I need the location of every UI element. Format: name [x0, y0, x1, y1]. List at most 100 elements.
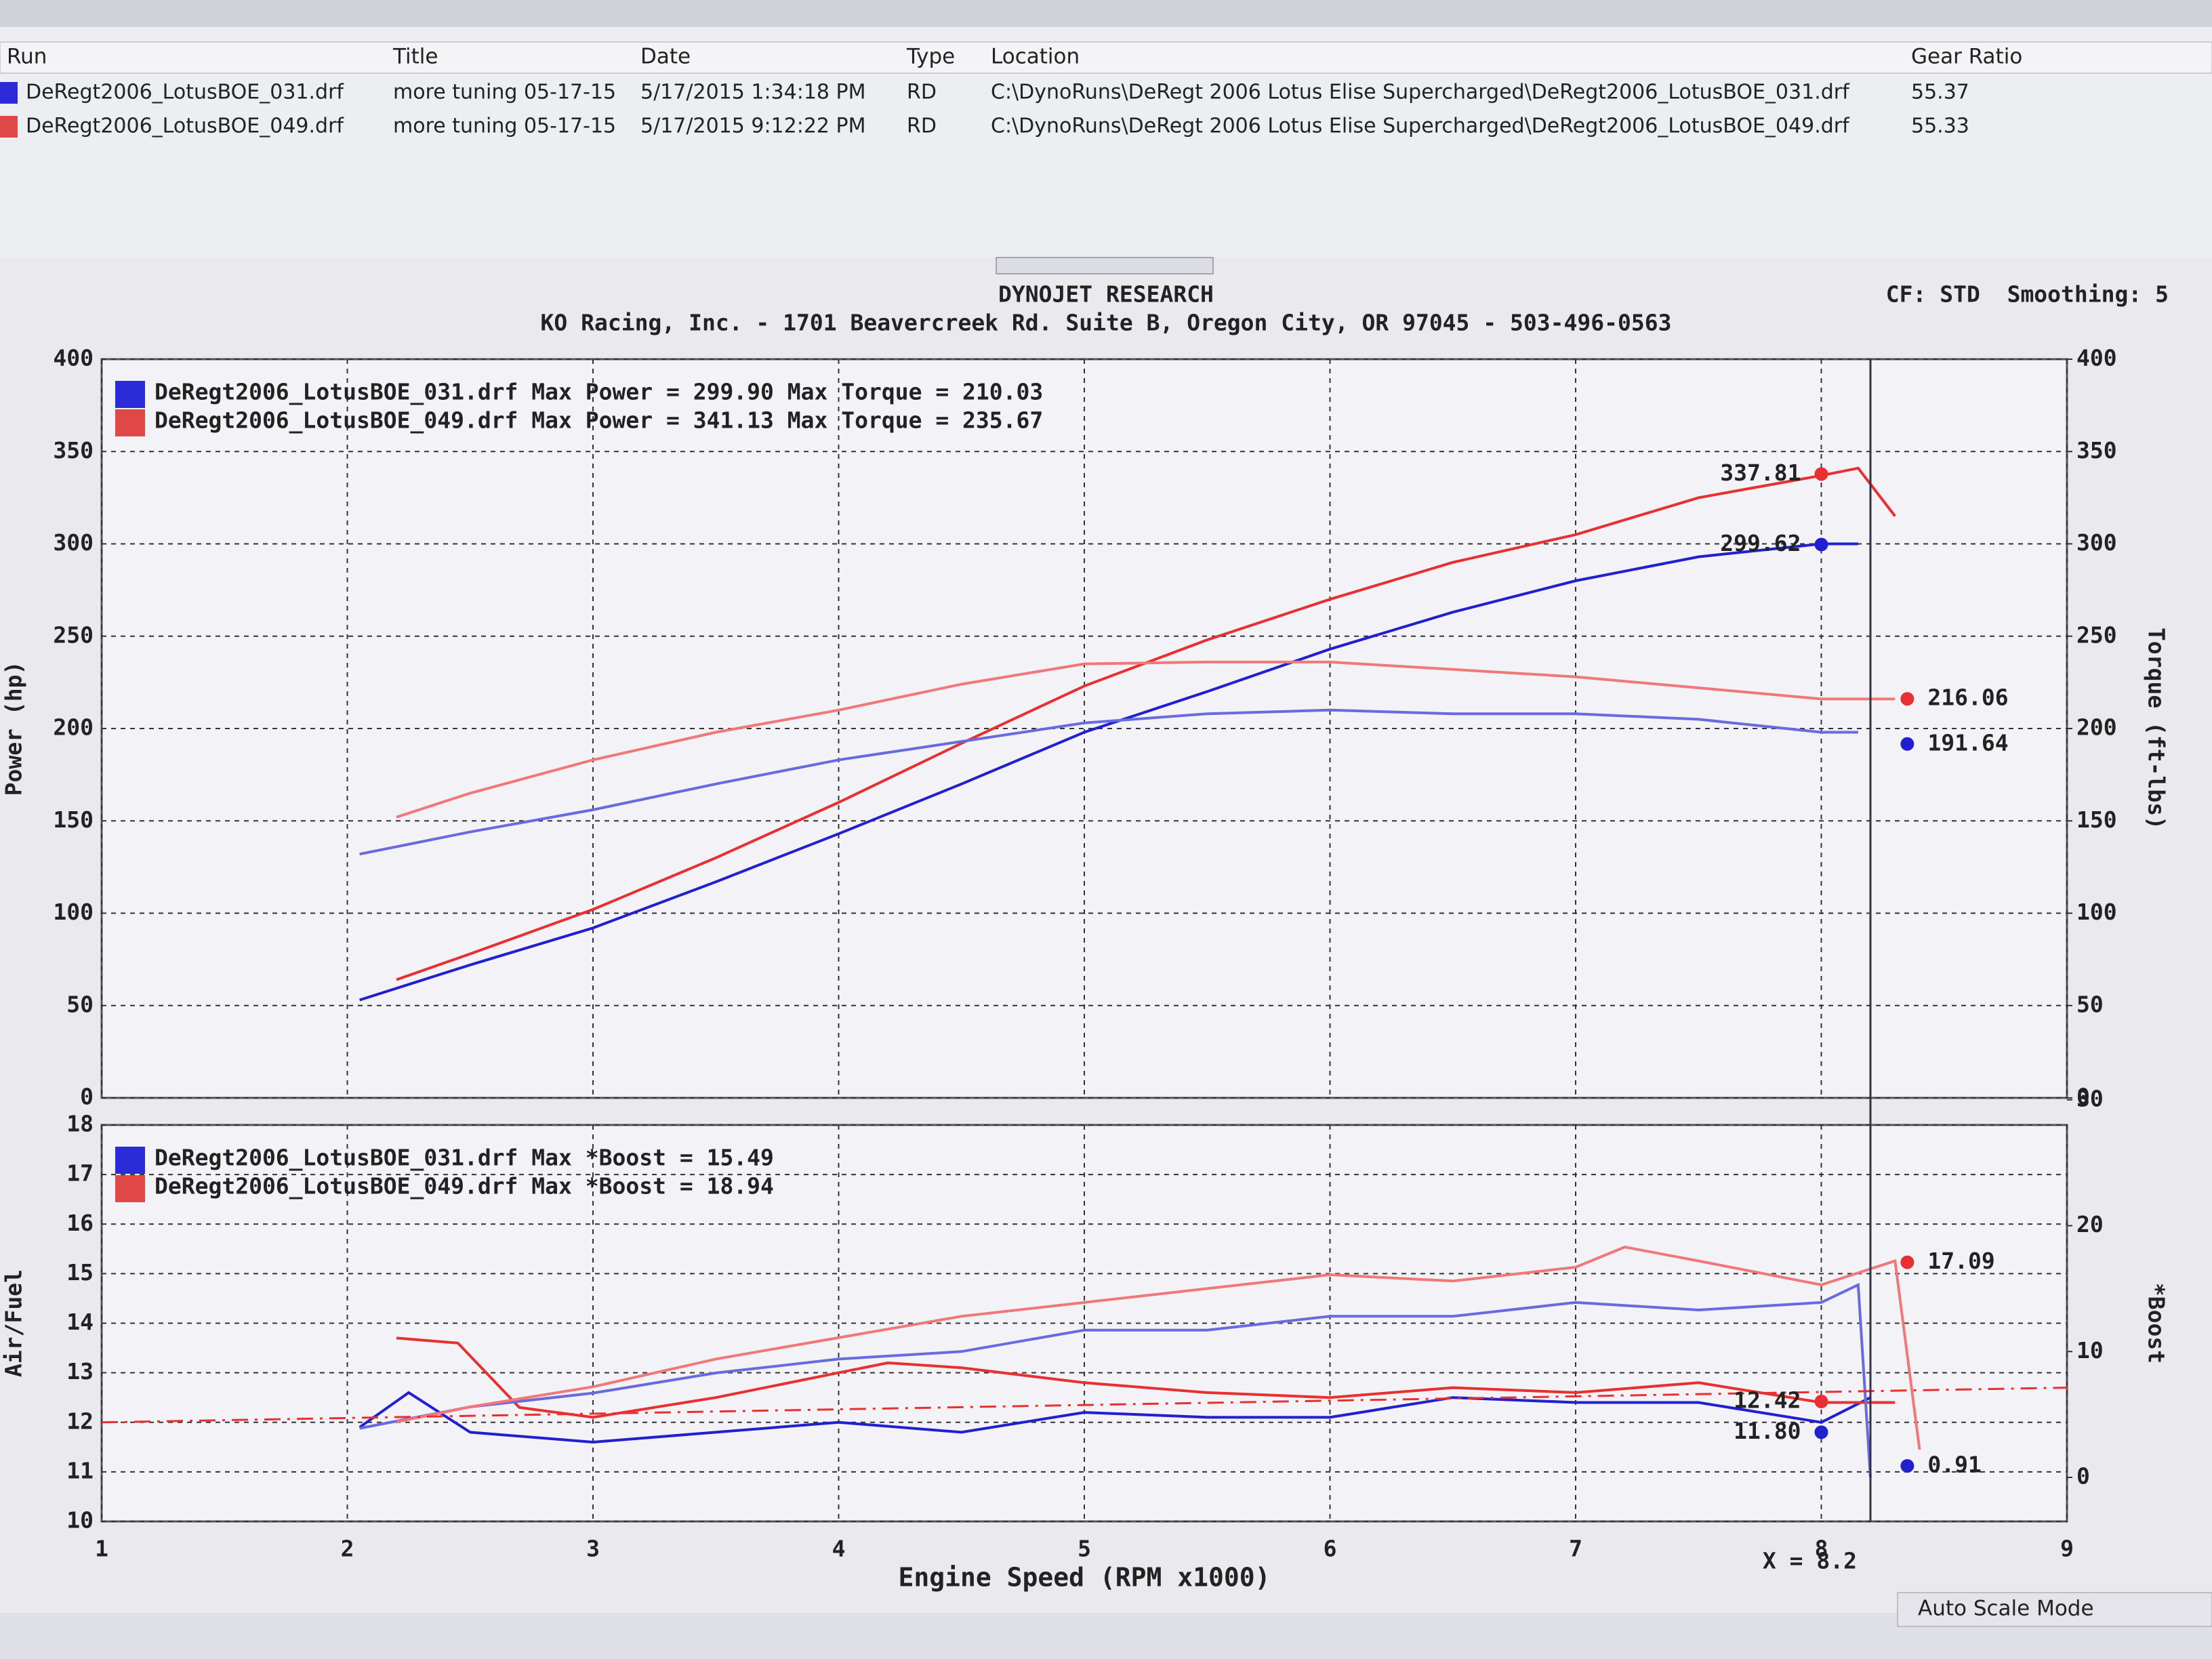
x-tick-label: 9 — [2060, 1536, 2074, 1562]
y-tick-label: 12 — [66, 1408, 94, 1434]
y-tick-label: 350 — [53, 437, 94, 464]
x-tick-label: 4 — [832, 1536, 846, 1562]
column-header: Type — [906, 45, 955, 69]
cell: RD — [907, 81, 937, 104]
legend-swatch — [115, 1147, 145, 1174]
x-tick-label: 2 — [341, 1536, 354, 1562]
series-line — [359, 708, 1858, 856]
cell: C:\DynoRuns\DeRegt 2006 Lotus Elise Supe… — [991, 81, 1850, 104]
y-tick-label: 50 — [66, 991, 94, 1017]
y-tick-label: 10 — [66, 1507, 94, 1534]
annotation-label: 17.09 — [1927, 1248, 1994, 1274]
x-tick-label: 3 — [586, 1536, 600, 1562]
y-tick-label: 100 — [53, 899, 94, 925]
annotation-marker — [1814, 537, 1828, 552]
legend-swatch — [115, 409, 145, 436]
x-tick-label: 7 — [1569, 1536, 1582, 1562]
status-box — [1897, 1592, 2212, 1627]
x-axis-label: Engine Speed (RPM x1000) — [898, 1563, 1270, 1593]
table-header-bg — [0, 41, 2212, 74]
y2-tick-label: 150 — [2076, 806, 2117, 833]
cell: 5/17/2015 9:12:22 PM — [640, 115, 866, 138]
x-tick-label: 1 — [95, 1536, 108, 1562]
y-tick-label: 11 — [66, 1457, 94, 1483]
annotation-marker — [1814, 1425, 1828, 1439]
status: Auto Scale Mode — [1918, 1597, 2094, 1621]
column-header: Run — [7, 45, 47, 69]
y2-tick-label: 300 — [2076, 529, 2117, 556]
cell: C:\DynoRuns\DeRegt 2006 Lotus Elise Supe… — [991, 115, 1850, 138]
plot-area — [100, 1124, 2068, 1523]
y2-tick-label: 200 — [2076, 714, 2117, 741]
annotation-marker — [1814, 467, 1828, 481]
series-line — [359, 542, 1858, 1002]
annotation-label: 0.91 — [1927, 1452, 1981, 1478]
y2-tick-label: 20 — [2076, 1211, 2104, 1237]
y-tick-label: 200 — [53, 714, 94, 741]
run-swatch — [0, 82, 18, 104]
legend-entry: DeRegt2006_LotusBOE_031.drf Max *Boost =… — [155, 1145, 774, 1171]
y-tick-label: 18 — [66, 1111, 94, 1137]
run-swatch — [0, 116, 18, 138]
y2-tick-label: 0 — [2076, 1084, 2090, 1110]
legend-swatch — [115, 381, 145, 408]
y-tick-label: 15 — [66, 1259, 94, 1286]
annotation-marker — [1900, 1459, 1914, 1473]
annotation-label: 216.06 — [1927, 684, 2008, 711]
column-header: Gear Ratio — [1911, 45, 2022, 69]
x-tick-label: 5 — [1078, 1536, 1091, 1562]
cell: 5/17/2015 1:34:18 PM — [640, 81, 866, 104]
series-line — [102, 1387, 2067, 1424]
y2-tick-label: 30 — [2076, 1085, 2104, 1111]
column-header: Title — [392, 45, 438, 69]
y-tick-label: 150 — [53, 806, 94, 833]
y2-axis-label: *Boost — [2144, 1283, 2170, 1364]
subtitle: KO Racing, Inc. - 1701 Beavercreek Rd. S… — [541, 310, 1672, 336]
series-line — [396, 466, 1896, 981]
annotation-label: 191.64 — [1927, 729, 2008, 756]
column-header: Location — [991, 45, 1080, 69]
y-tick-label: 300 — [53, 529, 94, 556]
y-tick-label: 17 — [66, 1160, 94, 1187]
annotation-marker — [1900, 737, 1914, 751]
y-axis-label: Air/Fuel — [1, 1269, 27, 1377]
y2-axis-label: Torque (ft-lbs) — [2144, 628, 2170, 830]
annotation-marker — [1900, 1255, 1914, 1269]
cell: DeRegt2006_LotusBOE_049.drf — [26, 115, 344, 138]
cell: RD — [907, 115, 937, 138]
y-tick-label: 0 — [80, 1084, 94, 1110]
y-tick-label: 16 — [66, 1210, 94, 1236]
title: DYNOJET RESEARCH — [998, 281, 1214, 308]
y2-tick-label: 250 — [2076, 621, 2117, 648]
annotation-label: 337.81 — [1720, 459, 1801, 486]
annotation-marker — [1900, 692, 1914, 706]
cell: more tuning 05-17-15 — [393, 115, 616, 138]
legend-entry: DeRegt2006_LotusBOE_049.drf Max *Boost =… — [155, 1173, 774, 1200]
y2-tick-label: 0 — [2076, 1463, 2090, 1490]
series-line — [396, 660, 1896, 819]
settings: CF: STD Smoothing: 5 — [1886, 281, 2169, 308]
y-tick-label: 400 — [53, 345, 94, 371]
cell: DeRegt2006_LotusBOE_031.drf — [26, 81, 344, 104]
legend-entry: DeRegt2006_LotusBOE_049.drf Max Power = … — [155, 407, 1043, 434]
series-line — [359, 1391, 1871, 1444]
series-line — [359, 1282, 1872, 1478]
annotation-label: 11.80 — [1734, 1418, 1801, 1444]
toolbar — [0, 0, 2212, 27]
cell: 55.33 — [1911, 115, 1969, 138]
annotation-label: 12.42 — [1734, 1387, 1801, 1414]
annotation-marker — [1814, 1395, 1828, 1409]
cell: 55.37 — [1911, 81, 1969, 104]
y2-tick-label: 350 — [2076, 437, 2117, 464]
y-tick-label: 13 — [66, 1358, 94, 1385]
splitter[interactable] — [996, 257, 1214, 274]
plot-area — [100, 358, 2068, 1099]
cursor-label: X = 8.2 — [1763, 1548, 1857, 1574]
cell: more tuning 05-17-15 — [393, 81, 616, 104]
y2-tick-label: 50 — [2076, 991, 2104, 1017]
annotation-label: 299.62 — [1720, 530, 1801, 556]
series-line — [396, 1246, 1921, 1450]
y2-tick-label: 10 — [2076, 1337, 2104, 1364]
y-axis-label: Power (hp) — [1, 661, 27, 796]
